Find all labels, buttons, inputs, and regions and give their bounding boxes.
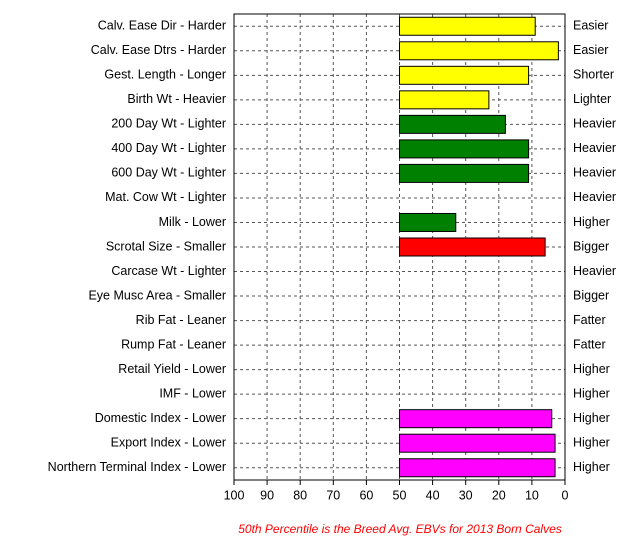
right-label: Heavier <box>573 117 616 131</box>
bar <box>399 212 457 232</box>
right-label: Higher <box>573 436 610 450</box>
y-tick-label: 200 Day Wt - Lighter <box>111 117 226 131</box>
bar <box>399 16 536 36</box>
x-tick-label: 40 <box>426 488 440 502</box>
bar <box>399 409 553 429</box>
right-label: Higher <box>573 215 610 229</box>
y-tick-label: Domestic Index - Lower <box>95 411 226 425</box>
y-tick-label: Carcase Wt - Lighter <box>111 264 226 278</box>
right-label: Higher <box>573 460 610 474</box>
y-tick-label: Mat. Cow Wt - Lighter <box>105 190 226 204</box>
x-tick-label: 50 <box>393 488 407 502</box>
bar <box>399 114 506 134</box>
y-tick-label: Northern Terminal Index - Lower <box>48 460 226 474</box>
right-label: Heavier <box>573 141 616 155</box>
right-label: Bigger <box>573 239 609 253</box>
y-tick-label: 600 Day Wt - Lighter <box>111 166 226 180</box>
y-tick-label: Retail Yield - Lower <box>118 362 226 376</box>
x-tick-label: 0 <box>562 488 569 502</box>
y-tick-label: Milk - Lower <box>159 215 226 229</box>
x-tick-label: 80 <box>293 488 307 502</box>
bar <box>399 65 530 85</box>
y-tick-label: Birth Wt - Heavier <box>127 92 226 106</box>
x-tick-label: 60 <box>359 488 373 502</box>
right-label: Fatter <box>573 337 606 351</box>
x-tick-label: 70 <box>326 488 340 502</box>
bar <box>399 458 556 478</box>
x-tick-label: 20 <box>492 488 506 502</box>
right-label: Heavier <box>573 166 616 180</box>
right-label: Easier <box>573 43 608 57</box>
y-tick-label: Eye Musc Area - Smaller <box>88 288 226 302</box>
y-tick-label: Calv. Ease Dtrs - Harder <box>91 43 226 57</box>
bar <box>399 433 556 453</box>
x-tick-label: 100 <box>224 488 245 502</box>
bar <box>399 41 559 61</box>
right-label: Shorter <box>573 68 614 82</box>
plot-border <box>233 13 566 481</box>
right-label: Heavier <box>573 264 616 278</box>
right-label: Higher <box>573 386 610 400</box>
bar <box>399 139 530 159</box>
y-tick-label: Export Index - Lower <box>111 436 226 450</box>
right-label: Heavier <box>573 190 616 204</box>
right-label: Lighter <box>573 92 611 106</box>
right-label: Higher <box>573 362 610 376</box>
right-label: Fatter <box>573 313 606 327</box>
x-tick-label: 90 <box>260 488 274 502</box>
footnote: 50th Percentile is the Breed Avg. EBVs f… <box>238 522 562 536</box>
y-tick-label: 400 Day Wt - Lighter <box>111 141 226 155</box>
right-label: Higher <box>573 411 610 425</box>
right-label: Easier <box>573 19 608 33</box>
x-tick-label: 30 <box>459 488 473 502</box>
right-label: Bigger <box>573 288 609 302</box>
y-tick-label: Gest. Length - Longer <box>104 68 226 82</box>
bar <box>399 90 490 110</box>
x-tick-label: 10 <box>525 488 539 502</box>
y-tick-label: Rib Fat - Leaner <box>136 313 226 327</box>
y-tick-label: IMF - Lower <box>159 386 226 400</box>
bar <box>399 237 546 257</box>
y-tick-label: Scrotal Size - Smaller <box>106 239 226 253</box>
y-tick-label: Calv. Ease Dir - Harder <box>98 19 226 33</box>
y-tick-label: Rump Fat - Leaner <box>121 337 226 351</box>
bar <box>399 163 530 183</box>
